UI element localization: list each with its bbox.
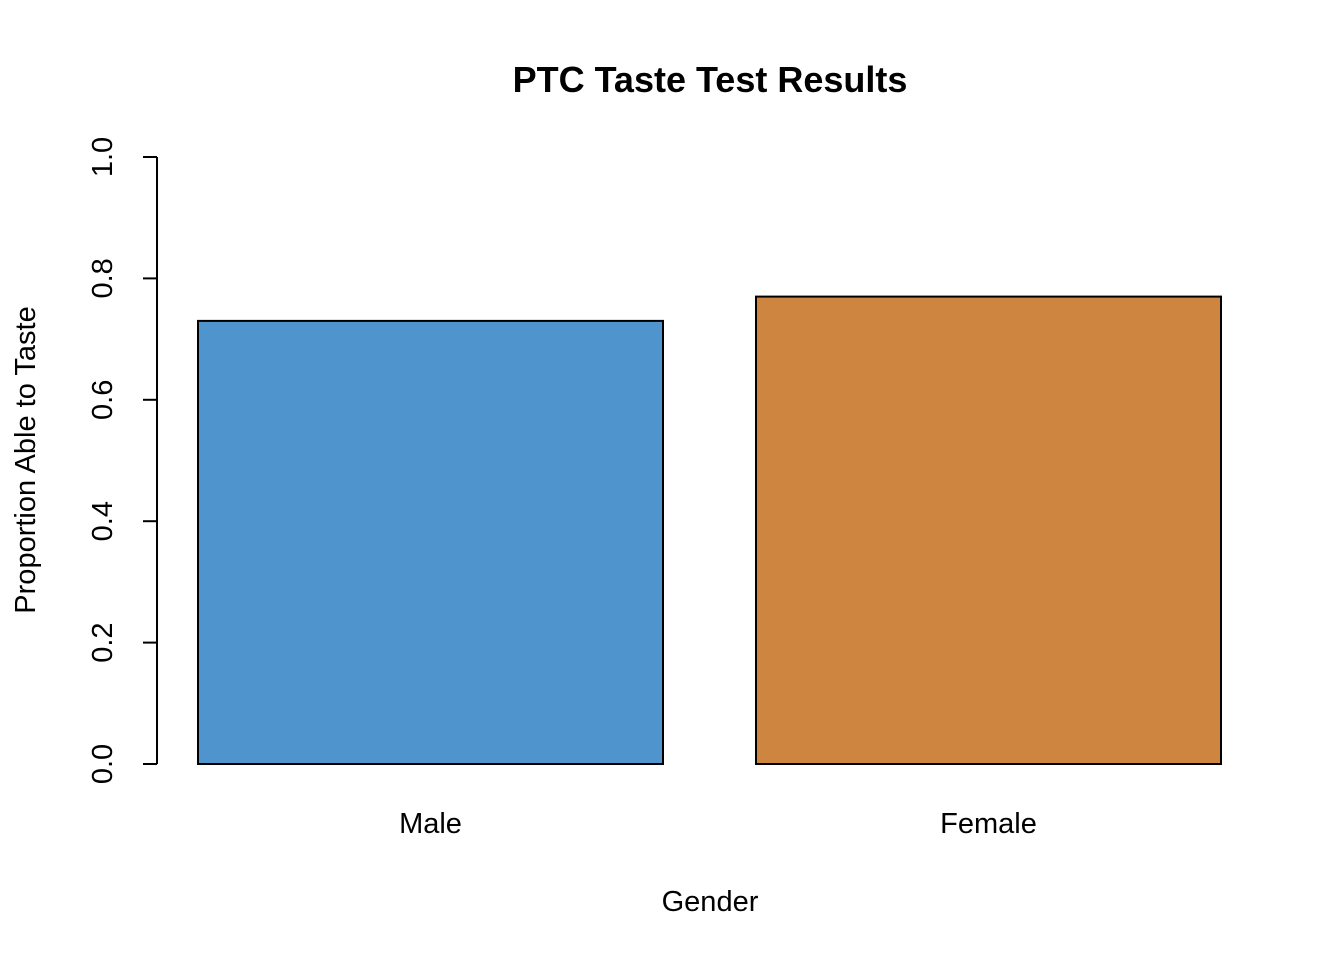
y-tick-label: 0.4 [87, 501, 119, 541]
x-tick-label-male: Male [399, 808, 462, 840]
x-tick-labels: Male Female [399, 808, 1037, 840]
bars [197, 295, 1222, 765]
y-tick-label: 0.6 [87, 380, 119, 420]
y-tick-label: 0.0 [87, 744, 119, 784]
chart-title: PTC Taste Test Results [513, 59, 908, 100]
y-axis-label: Proportion Able to Taste [10, 306, 42, 613]
x-axis-label: Gender [662, 886, 759, 918]
y-tick-label: 0.8 [87, 258, 119, 298]
bar-male [197, 319, 664, 765]
bar-female [755, 295, 1222, 765]
y-tick-label: 0.2 [87, 622, 119, 662]
y-tick-label: 1.0 [87, 137, 119, 177]
x-tick-label-female: Female [940, 808, 1037, 840]
y-axis: 0.0 0.2 0.4 0.6 0.8 1.0 [87, 137, 158, 784]
